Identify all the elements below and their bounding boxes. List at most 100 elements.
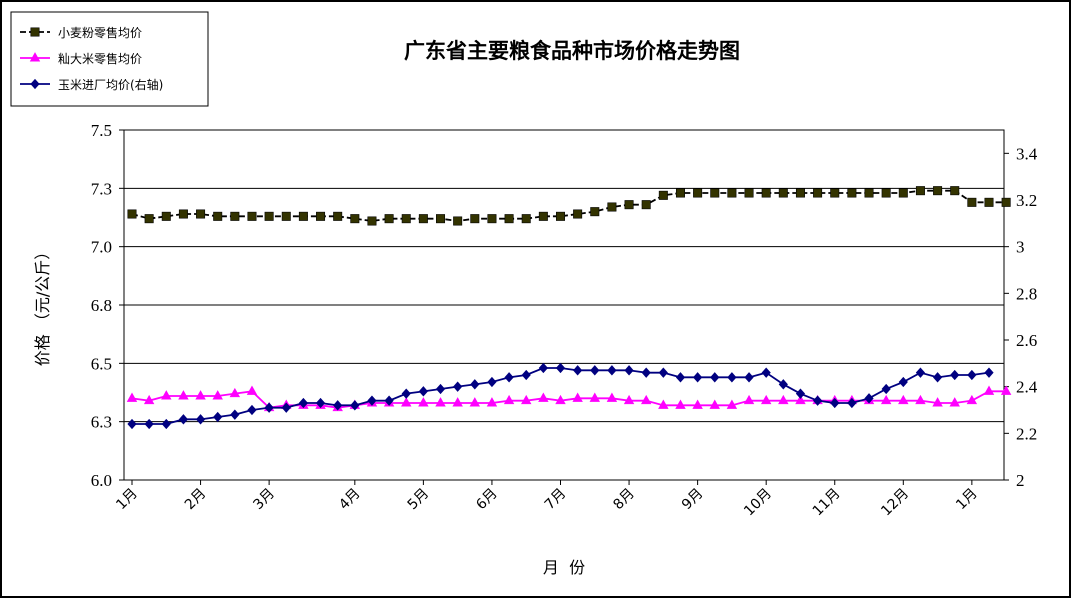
data-point xyxy=(932,397,943,407)
y2-tick-label: 2.6 xyxy=(1016,331,1037,350)
data-point xyxy=(624,365,634,376)
data-point xyxy=(401,214,411,224)
chart-title: 广东省主要粮食品种市场价格走势图 xyxy=(404,39,740,63)
legend-label: 玉米进厂均价(右轴) xyxy=(58,77,163,92)
data-point xyxy=(487,376,497,388)
legend-box xyxy=(10,11,209,107)
data-point xyxy=(469,397,481,407)
data-point xyxy=(898,394,909,405)
data-point xyxy=(693,372,703,383)
series-1 xyxy=(126,385,1012,412)
data-point xyxy=(555,394,566,405)
data-point xyxy=(521,214,531,224)
data-point xyxy=(350,214,360,224)
data-point xyxy=(607,365,617,376)
data-point xyxy=(573,365,583,376)
data-point xyxy=(127,209,137,219)
y-tick-label: 6.8 xyxy=(91,296,112,315)
data-point xyxy=(830,188,840,198)
data-point xyxy=(452,397,463,407)
data-point xyxy=(692,399,703,409)
gridlines xyxy=(124,187,1004,423)
x-tick-label: 5月 xyxy=(405,486,433,514)
data-point xyxy=(555,211,565,221)
y-tick-label: 6.0 xyxy=(91,471,112,490)
data-point xyxy=(229,387,241,398)
series-group xyxy=(126,186,1012,430)
data-point xyxy=(264,211,274,221)
data-point xyxy=(367,395,377,406)
data-point xyxy=(470,214,480,224)
x-tick-label: 11月 xyxy=(810,486,844,520)
y-tick-label: 7.0 xyxy=(91,238,112,257)
x-tick-label: 6月 xyxy=(473,486,501,514)
data-point xyxy=(880,394,892,405)
data-point xyxy=(949,397,960,407)
data-point xyxy=(161,418,171,430)
data-point xyxy=(693,188,703,198)
data-point xyxy=(486,397,498,407)
data-point xyxy=(881,383,891,395)
legend-marker xyxy=(30,78,40,90)
data-point xyxy=(898,188,908,198)
data-point xyxy=(967,197,977,207)
data-point xyxy=(864,188,874,198)
data-point xyxy=(658,399,669,409)
data-point xyxy=(503,394,515,405)
data-point xyxy=(161,390,172,400)
data-point xyxy=(418,397,429,407)
y2-tick-label: 2.8 xyxy=(1016,284,1037,303)
data-point xyxy=(658,367,668,378)
x-tick-label: 3月 xyxy=(250,486,278,514)
data-point xyxy=(196,209,206,219)
data-point xyxy=(864,393,874,404)
data-point xyxy=(795,394,806,405)
data-point xyxy=(744,188,754,198)
data-point xyxy=(709,399,720,409)
data-point xyxy=(298,397,309,409)
x-tick-label: 9月 xyxy=(679,486,707,514)
data-point xyxy=(727,188,737,198)
data-point xyxy=(487,214,497,224)
data-point xyxy=(470,379,480,390)
x-tick-label: 2月 xyxy=(182,486,210,514)
data-point xyxy=(126,392,138,402)
data-point xyxy=(178,414,189,425)
data-point xyxy=(966,394,978,405)
legend-marker xyxy=(29,52,41,62)
data-point xyxy=(315,397,326,409)
legend-marker xyxy=(30,27,40,37)
data-point xyxy=(230,409,240,420)
data-point xyxy=(453,216,463,226)
data-point xyxy=(298,211,308,221)
data-point xyxy=(795,388,806,399)
x-tick-label: 4月 xyxy=(336,486,364,514)
data-point xyxy=(710,372,720,383)
data-point xyxy=(212,390,223,400)
data-point xyxy=(915,367,926,378)
data-point xyxy=(675,188,685,198)
data-point xyxy=(950,186,960,196)
data-point xyxy=(812,395,823,406)
data-point xyxy=(504,214,514,224)
data-point xyxy=(984,367,994,378)
data-point xyxy=(881,188,891,198)
data-point xyxy=(143,394,155,405)
y2-axis-ticks: 2 2.2 2.4 2.6 2.8 3 3.2 3.4 xyxy=(1004,144,1038,490)
data-point xyxy=(247,404,257,416)
data-point xyxy=(144,214,154,224)
data-point xyxy=(847,188,857,198)
data-point xyxy=(778,188,788,198)
data-point xyxy=(555,362,566,374)
data-point xyxy=(1001,197,1011,207)
data-point xyxy=(847,397,857,409)
data-point xyxy=(658,190,668,200)
data-point xyxy=(281,211,291,221)
data-point xyxy=(743,394,755,405)
y-tick-label: 6.5 xyxy=(91,354,112,373)
data-point xyxy=(590,365,600,376)
data-point xyxy=(195,390,206,400)
x-tick-label: 7月 xyxy=(542,486,570,514)
data-point xyxy=(675,399,686,409)
data-point xyxy=(418,386,428,397)
